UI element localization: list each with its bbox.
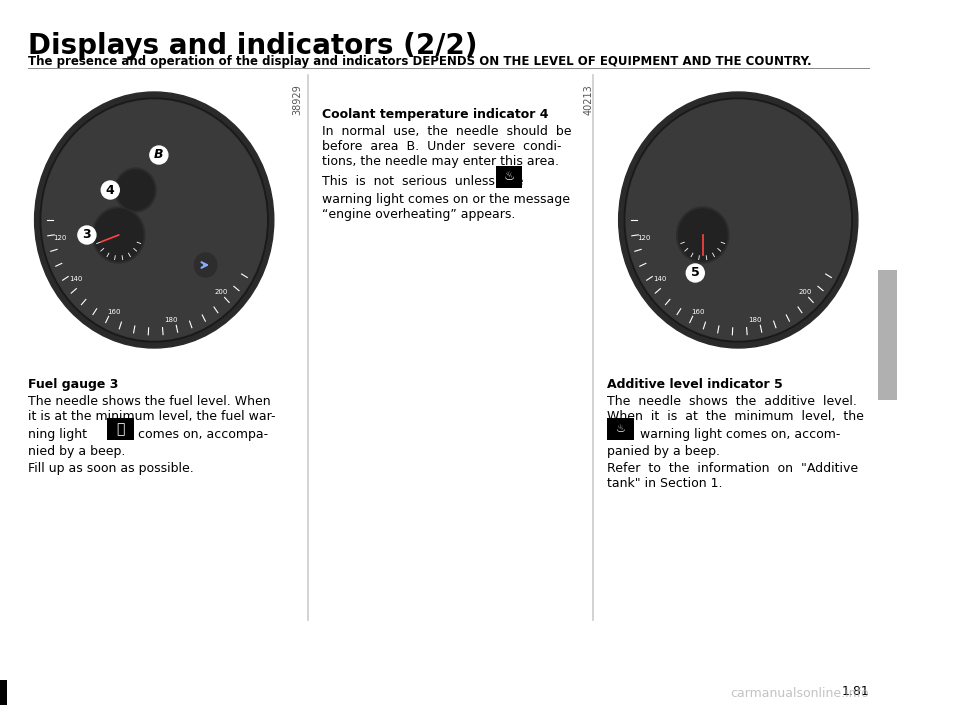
Circle shape xyxy=(40,98,268,342)
Text: ♨: ♨ xyxy=(615,424,626,434)
Circle shape xyxy=(42,100,266,340)
Circle shape xyxy=(618,92,858,348)
Text: 180: 180 xyxy=(748,317,761,324)
Text: The  needle  shows  the  additive  level.: The needle shows the additive level. xyxy=(608,395,857,408)
Text: In  normal  use,  the  needle  should  be: In normal use, the needle should be xyxy=(323,125,572,138)
Bar xyxy=(108,418,133,440)
Text: Additive level indicator 5: Additive level indicator 5 xyxy=(608,378,783,391)
Text: Fuel gauge 3: Fuel gauge 3 xyxy=(28,378,118,391)
Circle shape xyxy=(624,98,852,342)
Text: The needle shows the fuel level. When: The needle shows the fuel level. When xyxy=(28,395,271,408)
Text: panied by a beep.: panied by a beep. xyxy=(608,445,720,458)
Text: 4: 4 xyxy=(106,183,114,197)
Circle shape xyxy=(117,170,155,210)
Text: When  it  is  at  the  minimum  level,  the: When it is at the minimum level, the xyxy=(608,410,864,423)
Text: 160: 160 xyxy=(691,310,705,315)
Text: nied by a beep.: nied by a beep. xyxy=(28,445,126,458)
Text: 1.81: 1.81 xyxy=(841,685,869,698)
Text: 120: 120 xyxy=(637,235,651,241)
Text: 200: 200 xyxy=(215,289,228,295)
Bar xyxy=(0,680,8,705)
Text: before  area  B.  Under  severe  condi-: before area B. Under severe condi- xyxy=(323,140,562,153)
Text: ♨: ♨ xyxy=(504,170,515,183)
Text: ⛽: ⛽ xyxy=(116,422,125,436)
Text: 3: 3 xyxy=(83,229,91,241)
Text: Refer  to  the  information  on  "Additive: Refer to the information on "Additive xyxy=(608,462,858,475)
Circle shape xyxy=(92,207,145,263)
Circle shape xyxy=(94,209,143,261)
Text: Coolant temperature indicator 4: Coolant temperature indicator 4 xyxy=(323,108,549,121)
Bar xyxy=(878,270,898,400)
Circle shape xyxy=(677,207,729,263)
Text: 140: 140 xyxy=(69,275,83,281)
Text: 40213: 40213 xyxy=(584,84,593,115)
Text: 160: 160 xyxy=(108,310,121,315)
Text: The presence and operation of the display and indicators DEPENDS ON THE LEVEL OF: The presence and operation of the displa… xyxy=(28,55,811,68)
Text: carmanualsonline.info: carmanualsonline.info xyxy=(731,687,869,700)
Text: 140: 140 xyxy=(654,275,667,281)
Text: ning light: ning light xyxy=(28,428,87,441)
Text: 5: 5 xyxy=(691,266,700,280)
Circle shape xyxy=(115,168,156,212)
Text: 200: 200 xyxy=(799,289,812,295)
Text: Displays and indicators (2/2): Displays and indicators (2/2) xyxy=(28,32,477,60)
Text: tions, the needle may enter this area.: tions, the needle may enter this area. xyxy=(323,155,560,168)
Text: 38929: 38929 xyxy=(292,84,302,115)
Text: 120: 120 xyxy=(54,235,67,241)
Circle shape xyxy=(626,100,851,340)
Text: comes on, accompa-: comes on, accompa- xyxy=(138,428,269,441)
Circle shape xyxy=(35,92,274,348)
Circle shape xyxy=(194,253,217,277)
Text: Fill up as soon as possible.: Fill up as soon as possible. xyxy=(28,462,194,475)
Text: it is at the minimum level, the fuel war-: it is at the minimum level, the fuel war… xyxy=(28,410,276,423)
Bar xyxy=(608,418,634,440)
Text: This  is  not  serious  unless  the: This is not serious unless the xyxy=(323,175,524,188)
Text: 180: 180 xyxy=(164,317,178,324)
Text: “engine overheating” appears.: “engine overheating” appears. xyxy=(323,208,516,221)
Circle shape xyxy=(679,209,727,261)
Bar xyxy=(496,166,522,188)
Text: tank" in Section 1.: tank" in Section 1. xyxy=(608,477,723,490)
Text: warning light comes on or the message: warning light comes on or the message xyxy=(323,193,570,206)
Text: warning light comes on, accom-: warning light comes on, accom- xyxy=(640,428,841,441)
Text: B: B xyxy=(155,148,163,161)
